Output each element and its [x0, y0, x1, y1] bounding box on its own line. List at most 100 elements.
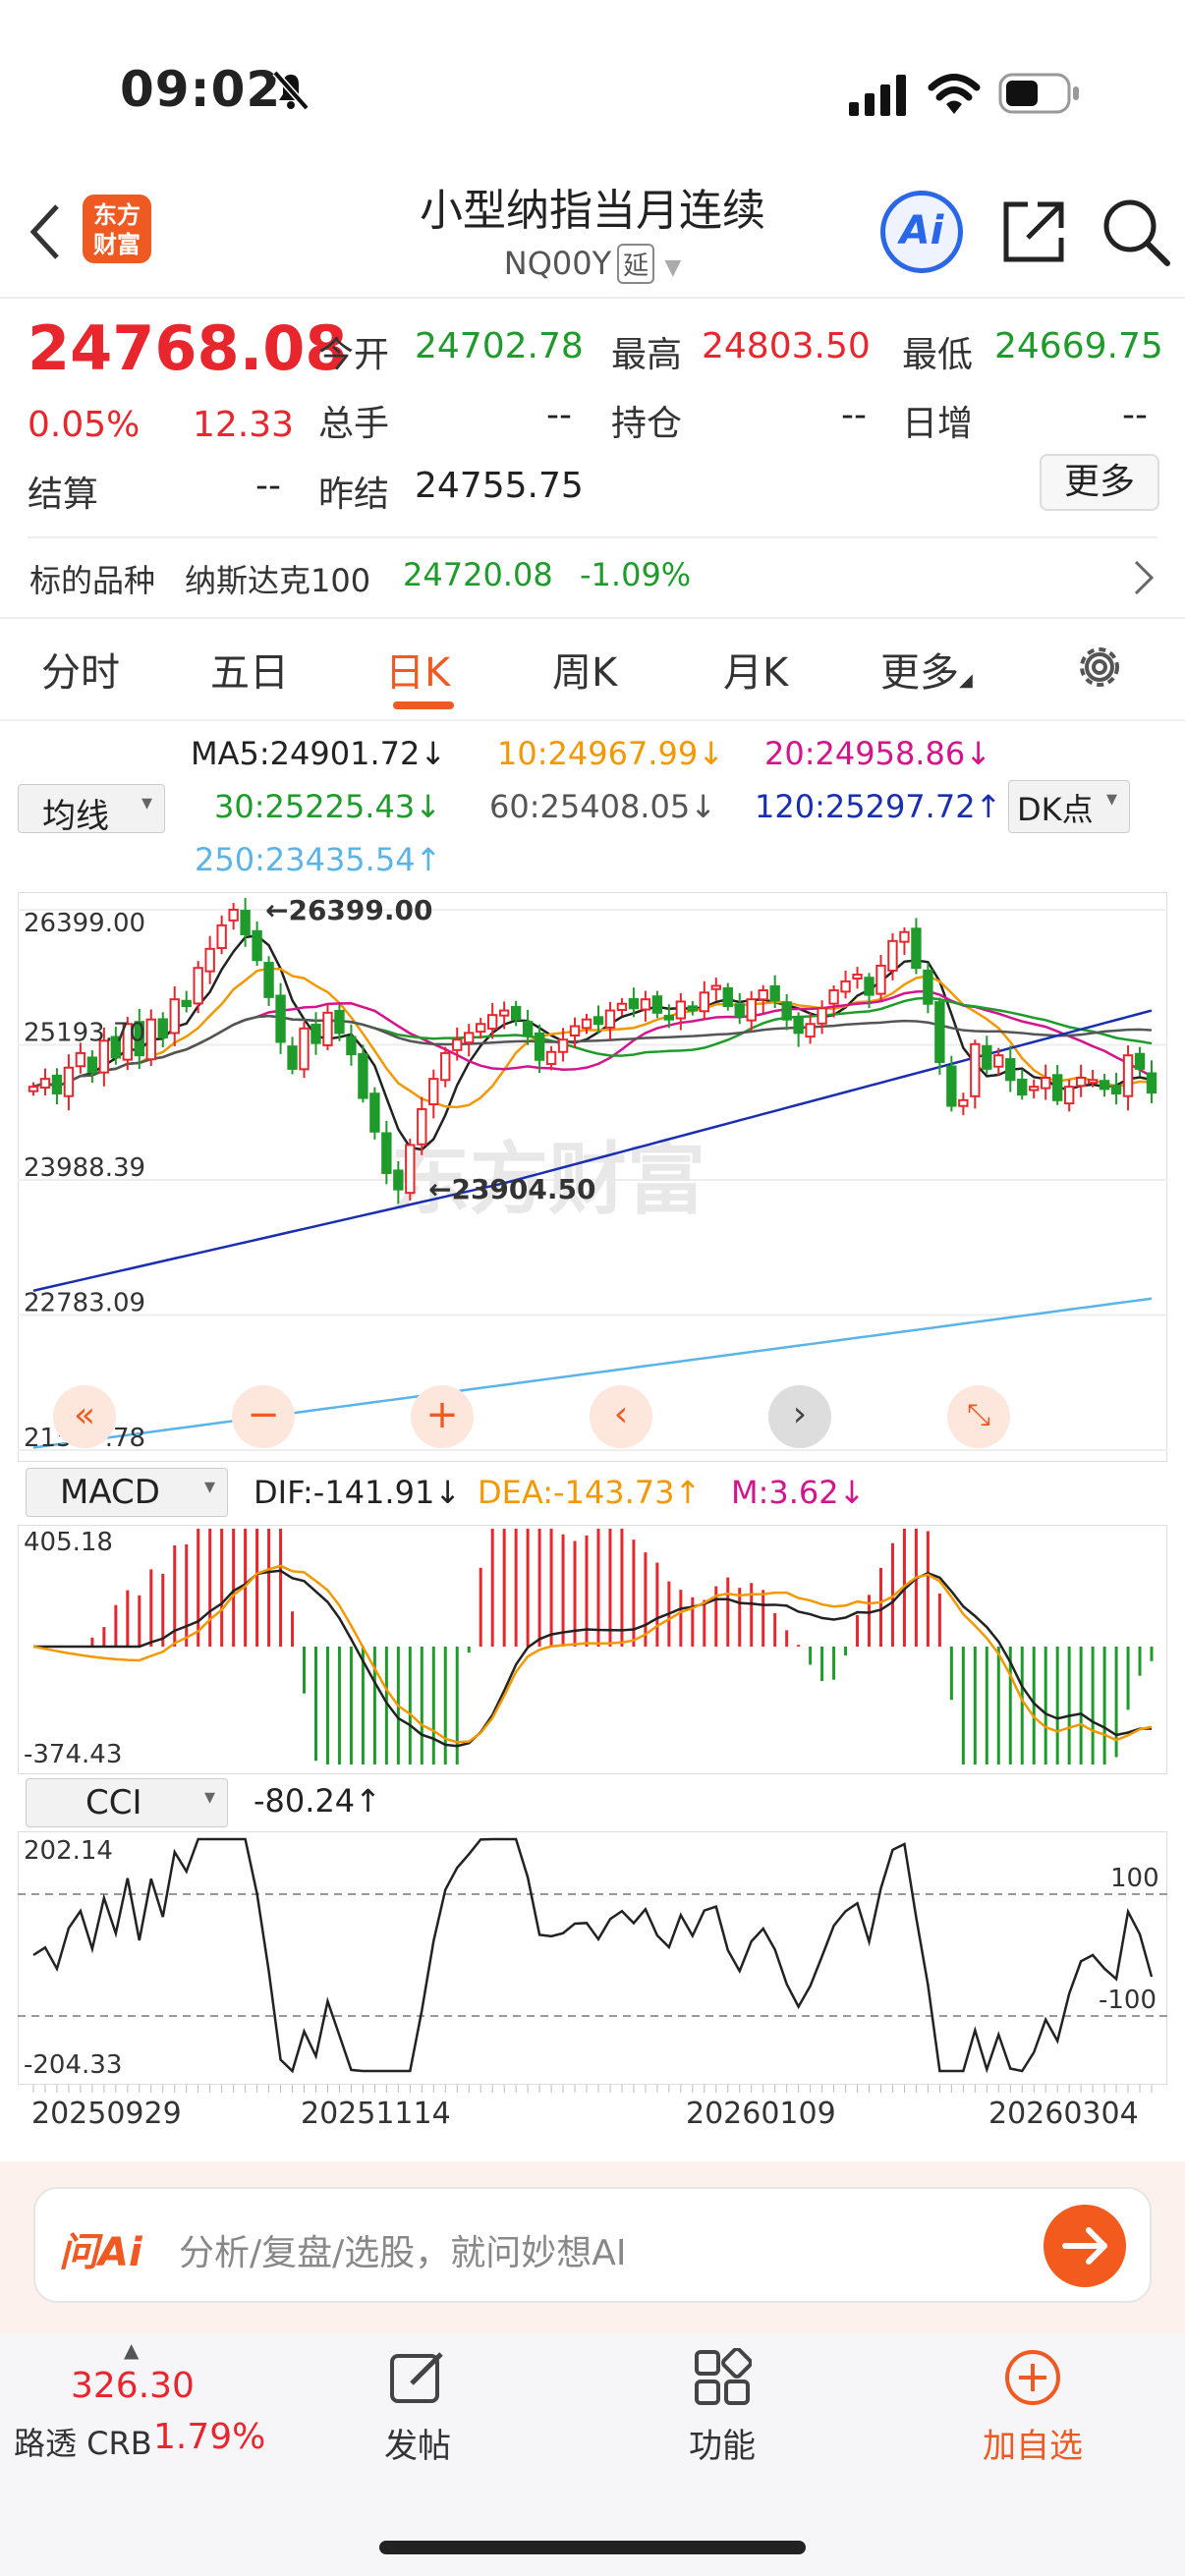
candle	[322, 1011, 333, 1046]
prev-settle-label: 昨结	[318, 475, 390, 515]
zoom-in-button[interactable]: +	[411, 1385, 474, 1448]
ma5-value: MA5:24901.72↓	[191, 735, 447, 772]
y-tick-label: 25193.70	[24, 1018, 145, 1047]
candle	[793, 1016, 804, 1035]
ai-ask-input[interactable]	[33, 2187, 1152, 2303]
candle	[228, 909, 239, 922]
macd-tick-low: -374.43	[24, 1740, 122, 1769]
candle	[134, 1021, 144, 1057]
candle	[569, 1025, 581, 1036]
tab-five-day[interactable]: 五日	[210, 650, 289, 696]
candle	[193, 967, 203, 1005]
candle	[275, 994, 286, 1043]
x-tick-1: 20250929	[31, 2097, 182, 2131]
indicator-selector[interactable]: 均线	[18, 784, 165, 836]
delay-tag: 延	[617, 244, 655, 284]
macd-selector[interactable]: MACD	[26, 1468, 228, 1517]
candle	[381, 1132, 392, 1174]
tab-daily-k[interactable]: 日K	[385, 650, 451, 696]
candle	[1041, 1077, 1051, 1090]
watermark: 东方财富	[391, 1134, 705, 1225]
low-annotation: ←23904.50	[428, 1173, 596, 1205]
candle	[522, 1021, 534, 1036]
candle	[840, 980, 851, 993]
candle	[604, 1009, 616, 1029]
candle	[310, 1024, 321, 1044]
candle	[616, 1002, 628, 1011]
candle	[51, 1074, 63, 1094]
x-tick-4: 20260304	[988, 2097, 1139, 2131]
candle	[934, 1001, 945, 1064]
candle	[545, 1050, 557, 1065]
candle	[86, 1056, 98, 1074]
nav-functions[interactable]: 功能	[668, 2347, 776, 2476]
search-icon[interactable]	[1099, 195, 1171, 267]
settings-gear-icon[interactable]	[1073, 641, 1126, 694]
candle	[145, 1018, 156, 1061]
tab-weekly-k[interactable]: 周K	[552, 650, 618, 696]
candle	[663, 1014, 675, 1021]
candle	[734, 1003, 745, 1018]
contract-code[interactable]: NQ00Y 延 ▼	[0, 244, 1185, 284]
nav-add-watchlist[interactable]: 加自选	[969, 2348, 1097, 2476]
nav-functions-label: 功能	[689, 2427, 756, 2466]
tab-more-label: 更多	[880, 650, 959, 696]
scroll-right-button[interactable]: ›	[768, 1385, 831, 1448]
scroll-left-button[interactable]: ‹	[590, 1385, 652, 1448]
ai-send-button[interactable]	[1044, 2205, 1126, 2287]
ma250-value: 250:23435.54↑	[195, 841, 442, 878]
crb-name: 路透 CRB	[14, 2425, 152, 2462]
settle-label: 结算	[28, 475, 99, 515]
crb-ticker[interactable]: ▲ 326.30 路透 CRB 1.79%	[14, 2338, 266, 2462]
cci-selector[interactable]: CCI	[26, 1778, 228, 1827]
macd-chart[interactable]: 405.18 -374.43	[18, 1525, 1167, 1774]
candle	[1017, 1078, 1028, 1096]
fullscreen-button[interactable]: ⤡	[947, 1385, 1010, 1448]
kline-chart[interactable]: 东方财富 26399.0025193.7023988.3922783.09215…	[18, 892, 1167, 1462]
rewind-button[interactable]: «	[53, 1385, 116, 1448]
candle	[428, 1078, 439, 1106]
nav-post[interactable]: 发帖	[364, 2348, 472, 2476]
ai-assistant-button[interactable]: Ai	[880, 191, 963, 273]
candle	[169, 998, 180, 1035]
edit-icon	[390, 2352, 443, 2403]
dea-line	[32, 1564, 1153, 1744]
volume-value: --	[546, 395, 572, 435]
chevron-down-icon: ▼	[664, 255, 682, 280]
add-circle-icon	[1005, 2350, 1060, 2405]
zoom-out-button[interactable]: −	[232, 1385, 295, 1448]
candle	[993, 1054, 1004, 1068]
macd-dea: DEA:-143.73↑	[478, 1474, 702, 1511]
candle	[828, 989, 839, 1005]
candle	[958, 1098, 969, 1107]
contract-code-text: NQ00Y	[503, 245, 612, 282]
candle	[781, 1001, 792, 1021]
candle	[687, 1005, 699, 1012]
candle	[252, 929, 262, 962]
underlying-row[interactable]: 标的品种 纳斯达克100 24720.08 -1.09%	[0, 538, 1185, 617]
x-axis-ruler	[32, 2085, 1153, 2093]
candle	[710, 984, 721, 990]
crb-percent: 1.79%	[153, 2417, 266, 2457]
home-indicator	[379, 2541, 806, 2554]
back-icon[interactable]	[26, 202, 65, 261]
minus-icon: −	[247, 1392, 280, 1437]
tab-more[interactable]: 更多◢	[880, 650, 973, 696]
tab-intraday[interactable]: 分时	[41, 650, 120, 696]
dk-point-button[interactable]: DK点	[1008, 780, 1130, 833]
candle	[970, 1042, 981, 1097]
candle	[498, 1009, 510, 1017]
candle	[63, 1066, 75, 1097]
candle	[534, 1032, 545, 1061]
tab-monthly-k[interactable]: 月K	[723, 650, 789, 696]
cci-ref-minus-100: -100	[1099, 1986, 1157, 2015]
cci-chart[interactable]: 202.14 -204.33 100 -100	[18, 1831, 1167, 2085]
x-tick-2: 20251114	[301, 2097, 451, 2131]
cci-ref-100: 100	[1110, 1864, 1159, 1893]
more-quote-button[interactable]: 更多	[1040, 454, 1159, 511]
ai-input-placeholder: 分析/复盘/选股，就问妙想AI	[179, 2233, 627, 2273]
share-icon[interactable]	[998, 196, 1069, 267]
candle	[1005, 1058, 1016, 1082]
ma20-value: 20:24958.86↓	[764, 735, 991, 772]
wifi-icon	[928, 74, 981, 114]
